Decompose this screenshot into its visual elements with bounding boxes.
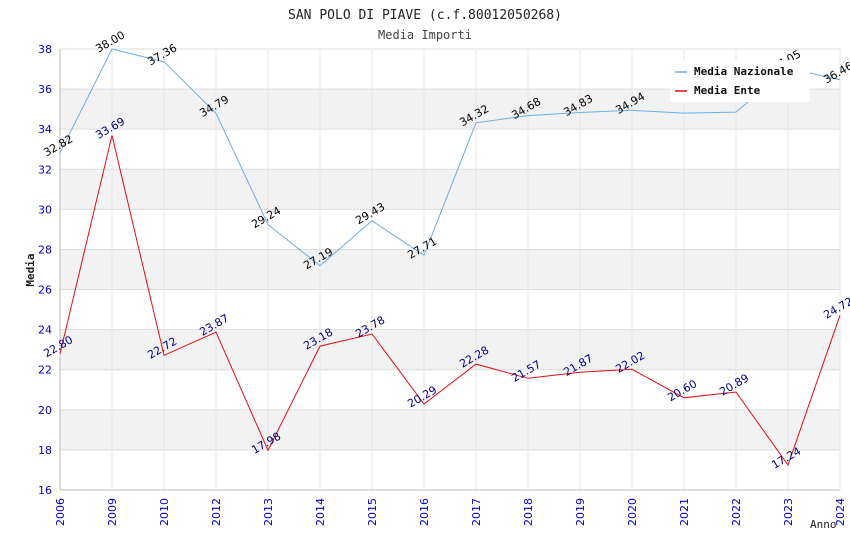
x-tick-label: 2022 — [730, 498, 743, 526]
x-tick-label: 2020 — [626, 498, 639, 526]
legend: Media Nazionale Media Ente — [670, 60, 810, 102]
background-band — [60, 249, 840, 290]
data-label-media-ente: 20.89 — [717, 371, 751, 398]
gridlines — [59, 48, 841, 491]
y-tick-label: 26 — [38, 284, 52, 297]
y-axis-label: Media — [24, 253, 37, 286]
x-tick-label: 2024 — [834, 498, 847, 526]
data-label-media-nazionale: 32.82 — [41, 132, 75, 159]
x-tick-label: 2019 — [574, 498, 587, 526]
axes — [59, 49, 840, 491]
data-label-media-ente: 24.72 — [821, 295, 850, 322]
background-band — [60, 329, 840, 370]
series-line-media-ente — [59, 135, 841, 467]
x-tick-label: 2016 — [418, 498, 431, 526]
x-tick-label: 2021 — [678, 498, 691, 526]
x-tick-label: 2017 — [470, 498, 483, 526]
background-band — [60, 409, 840, 450]
x-tick-label: 2013 — [262, 498, 275, 526]
y-tick-label: 38 — [38, 43, 52, 56]
data-label-media-ente: 20.29 — [405, 383, 439, 410]
legend-box — [670, 60, 810, 102]
chart-title: SAN POLO DI PIAVE (c.f.80012050268) — [288, 8, 562, 23]
x-tick-label: 2009 — [106, 498, 119, 526]
x-tick-label: 2006 — [54, 498, 67, 526]
x-tick-label: 2014 — [314, 498, 327, 526]
y-tick-label: 18 — [38, 444, 52, 457]
y-tick-label: 22 — [38, 364, 52, 377]
data-label-media-ente: 20.60 — [665, 377, 699, 404]
data-label-media-nazionale: 36.46 — [821, 59, 850, 86]
y-tick-label: 30 — [38, 203, 52, 216]
chart-subtitle: Media Importi — [378, 28, 472, 42]
data-label-media-nazionale: 37.36 — [145, 41, 179, 68]
background-bands — [60, 89, 840, 450]
y-tick-label: 20 — [38, 404, 52, 417]
y-tick-label: 24 — [38, 324, 52, 337]
y-tick-label: 34 — [38, 123, 52, 136]
x-tick-labels: 2006 2009 2010 2012 2013 2014 2015 2016 2017 2018… — [54, 498, 847, 526]
x-tick-label: 2012 — [210, 498, 223, 526]
x-tick-label: 2010 — [158, 498, 171, 526]
x-tick-label: 2018 — [522, 498, 535, 526]
legend-label-media-nazionale: Media Nazionale — [694, 65, 794, 78]
legend-label-media-ente: Media Ente — [694, 84, 761, 97]
x-tick-label: 2015 — [366, 498, 379, 526]
y-tick-label: 32 — [38, 163, 52, 176]
y-tick-label: 36 — [38, 83, 52, 96]
y-tick-label: 28 — [38, 243, 52, 256]
series-lines — [59, 48, 841, 467]
series-line-media-nazionale — [59, 48, 841, 267]
y-tick-labels: 16 18 20 22 24 26 28 30 32 34 36 38 — [38, 43, 52, 497]
x-tick-label: 2023 — [782, 498, 795, 526]
x-axis-label: Anno — [810, 518, 837, 531]
y-tick-label: 16 — [38, 484, 52, 497]
